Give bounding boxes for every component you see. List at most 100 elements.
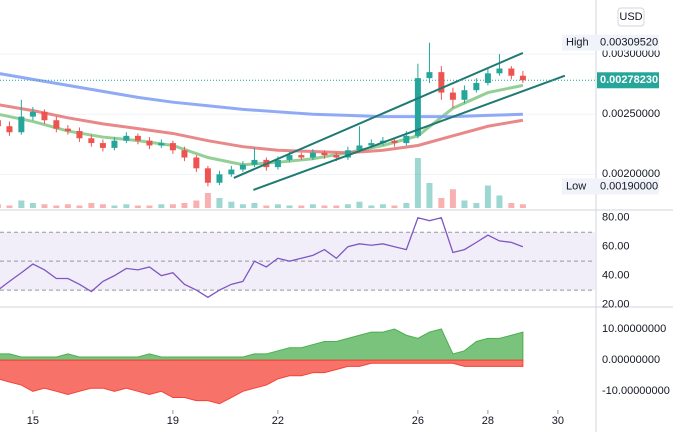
candle-body xyxy=(146,140,153,146)
candle-body xyxy=(158,143,165,146)
volume-bar xyxy=(309,204,316,208)
volume-bar xyxy=(53,205,60,208)
candle-body xyxy=(134,135,141,141)
price-marker-value: 0.00190000 xyxy=(600,180,658,192)
price-marker-name: High xyxy=(566,37,589,49)
x-tick-label: 28 xyxy=(482,415,494,427)
volume-bar xyxy=(473,203,480,208)
candle-body xyxy=(111,140,118,148)
volume-bar xyxy=(286,205,293,208)
candle-body xyxy=(169,143,176,151)
currency-button[interactable] xyxy=(617,7,645,27)
candle-body xyxy=(426,72,433,79)
volume-bar xyxy=(228,201,235,208)
volume-bar xyxy=(414,158,421,208)
volume-bar xyxy=(344,204,351,208)
candle-body xyxy=(473,82,480,91)
trendline xyxy=(233,51,524,179)
y-tick-label: 0.00300000 xyxy=(602,48,660,60)
y-tick-label: 40.00 xyxy=(602,270,630,282)
rsi-line xyxy=(0,217,524,299)
candle-body xyxy=(461,90,468,100)
candle-body xyxy=(508,68,515,76)
x-tick-label: 30 xyxy=(552,415,564,427)
currency[interactable]: USD xyxy=(619,11,642,23)
volume-bar xyxy=(368,205,375,208)
volume-bar xyxy=(508,203,515,208)
candle-body xyxy=(403,135,410,144)
last-price-box xyxy=(597,72,659,89)
candle-body xyxy=(356,145,363,151)
candle-body xyxy=(99,143,106,148)
volume-bar xyxy=(263,205,270,208)
volume-bar xyxy=(169,204,176,208)
candle-body xyxy=(298,155,305,158)
last-price-label: 0.00278230 xyxy=(600,74,658,86)
price-marker-box xyxy=(562,34,659,51)
candle-body xyxy=(64,128,71,132)
candle-body xyxy=(484,73,491,83)
volume-bar xyxy=(239,204,246,208)
volume-bar xyxy=(251,203,258,208)
candle-body xyxy=(228,169,235,175)
volume-bar xyxy=(391,205,398,208)
indicator-area xyxy=(0,328,524,361)
candle-body xyxy=(414,78,421,136)
candle-body xyxy=(321,152,328,156)
moving-average xyxy=(0,83,524,167)
candle-body xyxy=(76,131,83,139)
volume-bar xyxy=(146,205,153,208)
moving-average xyxy=(0,72,523,119)
volume-bar xyxy=(298,205,305,208)
volume-bar xyxy=(449,189,456,208)
volume-bar xyxy=(123,204,130,208)
y-tick-label: 10.00000000 xyxy=(602,323,666,335)
volume-bar xyxy=(333,205,340,208)
volume-bar xyxy=(64,204,71,208)
y-tick-label: 0.00250000 xyxy=(602,108,660,120)
candle-body xyxy=(368,143,375,146)
candle-body xyxy=(204,168,211,183)
x-tick-label: 26 xyxy=(412,415,424,427)
candle-body xyxy=(344,150,351,158)
volume-bar xyxy=(158,204,165,208)
candle-body xyxy=(41,111,48,121)
volume-bar xyxy=(76,205,83,208)
candle-body xyxy=(88,138,95,144)
price-marker-value: 0.00309520 xyxy=(600,37,658,49)
candle-body xyxy=(0,120,1,127)
volume-bar xyxy=(88,203,95,208)
candle-body xyxy=(53,120,60,129)
volume-bar xyxy=(99,204,106,208)
candle-body xyxy=(216,174,223,183)
volume-bar xyxy=(18,200,25,208)
candle-body xyxy=(519,75,526,81)
candle-body xyxy=(449,92,456,100)
volume-bar xyxy=(496,195,503,208)
x-tick-label: 19 xyxy=(167,415,179,427)
price-marker-box xyxy=(562,178,659,195)
candle-body xyxy=(251,159,258,165)
volume-bar xyxy=(134,205,141,208)
volume-bar xyxy=(111,205,118,208)
candle-body xyxy=(123,135,130,141)
volume-bar xyxy=(41,204,48,208)
indicator-area xyxy=(0,359,524,405)
trendline xyxy=(253,74,566,191)
volume-bar xyxy=(426,183,433,208)
volume-bar xyxy=(216,198,223,208)
y-tick-label: 0.00000000 xyxy=(602,354,660,366)
price-marker-name: Low xyxy=(566,180,586,192)
x-tick-label: 22 xyxy=(272,415,284,427)
volume-bar xyxy=(519,204,526,208)
candle-body xyxy=(438,72,445,93)
volume-bar xyxy=(0,204,1,208)
moving-average xyxy=(0,103,524,155)
volume-bar xyxy=(356,201,363,208)
volume-bar xyxy=(29,203,36,208)
volume-bar xyxy=(484,185,491,208)
y-tick-label: -10.00000000 xyxy=(602,385,670,397)
candle-body xyxy=(286,155,293,160)
candle-body xyxy=(496,68,503,74)
volume-bar xyxy=(438,198,445,208)
